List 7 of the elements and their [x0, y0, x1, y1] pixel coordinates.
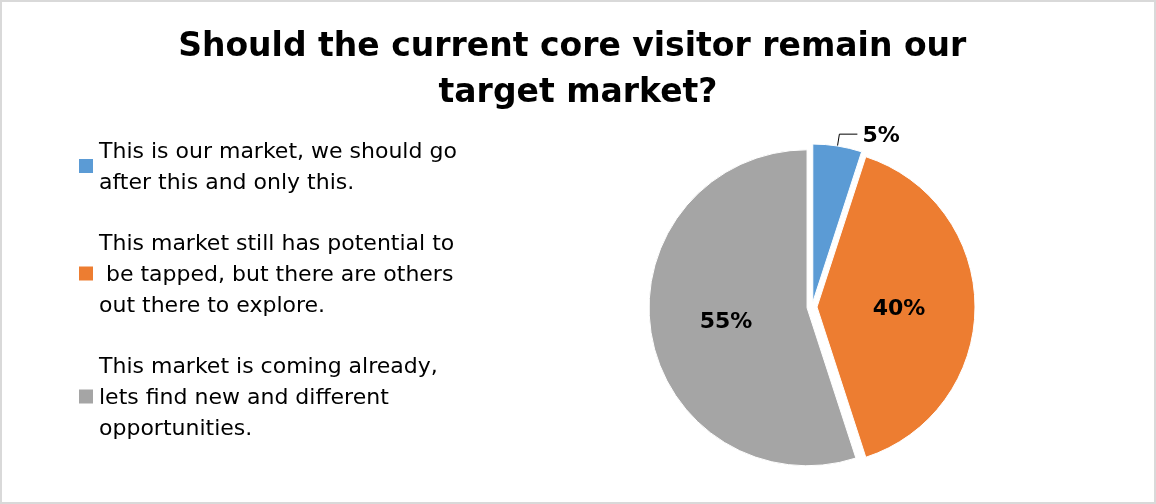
legend-label: This market still has potential to be tapped, but there are others out there to explore. [98, 230, 461, 317]
legend-label: This is our market, we should go after this and only this. [98, 138, 464, 194]
chart-title: Should the current core visitor remain our target market? [178, 24, 978, 110]
data-label: 55% [699, 308, 753, 334]
data-label: 40% [872, 294, 926, 320]
data-label: 5% [862, 121, 900, 147]
legend-label: This market is coming already, lets find new and different opportunities. [98, 353, 445, 440]
